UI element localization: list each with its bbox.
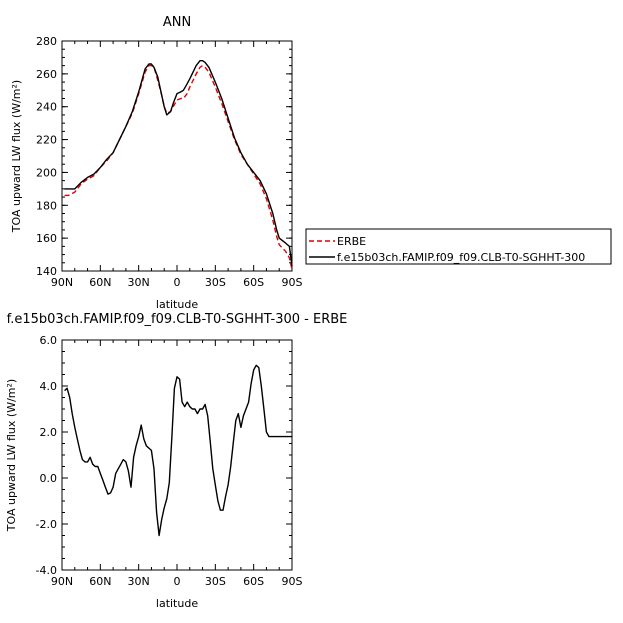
- chart-2-plot-area: 90N 60N 30N 0 30S 60S 90S -4.0 -2.0 0.0 2.0 4.0 6.0: [36, 334, 303, 588]
- chart-1-y-tick-label: 260: [36, 68, 57, 81]
- chart-2-x-tick-label: 60N: [89, 575, 111, 588]
- chart-2-series-line-1: [64, 364, 292, 537]
- chart-2-xlabel: latitude: [156, 597, 198, 610]
- chart-1-x-tick-label: 60S: [243, 276, 264, 289]
- chart-1-y-tick-label: 240: [36, 101, 57, 114]
- chart-2-y-tick-label: 0.0: [40, 472, 58, 485]
- chart-1-y-tick-label: 220: [36, 134, 57, 147]
- chart-2-y-tick-label: 2.0: [40, 426, 58, 439]
- chart-2-y-tick-label: 6.0: [40, 334, 58, 347]
- chart-1-y-tick-label: 180: [36, 199, 57, 212]
- chart-1-y-tick-label: 280: [36, 35, 57, 48]
- legend-label-erbe: ERBE: [337, 235, 366, 248]
- chart-2-title: f.e15b03ch.FAMIP.f09_f09.CLB-T0-SGHHT-30…: [7, 312, 348, 327]
- chart-2-x-tick-label: 30N: [128, 575, 150, 588]
- legend-label-model: f.e15b03ch.FAMIP.f09_f09.CLB-T0-SGHHT-30…: [337, 251, 585, 264]
- chart-1-x-tick-label: 30N: [128, 276, 150, 289]
- legend: ERBE f.e15b03ch.FAMIP.f09_f09.CLB-T0-SGH…: [305, 228, 612, 265]
- chart-1-ylabel: TOA upward LW flux (W/m²): [10, 80, 23, 233]
- chart-2-y-tick-label: -4.0: [36, 564, 57, 577]
- chart-2-ylabel: TOA upward LW flux (W/m²): [5, 379, 18, 532]
- chart-1-x-tick-label: 0: [174, 276, 181, 289]
- chart-2-y-tick-label: 4.0: [40, 380, 58, 393]
- chart-1-x-tick-label: 30S: [205, 276, 226, 289]
- chart-1-y-tick-label: 200: [36, 166, 57, 179]
- chart-1-y-tick-label: 140: [36, 265, 57, 278]
- chart-1-series-line-1: [64, 64, 293, 270]
- chart-1-frame: [61, 40, 293, 272]
- chart-1-x-tick-label: 90S: [282, 276, 303, 289]
- chart-2-x-tick-label: 0: [174, 575, 181, 588]
- chart-2-y-tick-label: -2.0: [36, 518, 57, 531]
- legend-box: [305, 228, 612, 265]
- chart-2-x-tick-label: 90N: [51, 575, 73, 588]
- chart-1-plot-area: 90N 60N 30N 0 30S 60S 90S 140 160 180 200 220 240 260…: [36, 35, 303, 289]
- chart-2-x-tick-label: 30S: [205, 575, 226, 588]
- chart-1-y-tick-label: 160: [36, 232, 57, 245]
- chart-1-x-tick-label: 60N: [89, 276, 111, 289]
- chart-1-title: ANN: [163, 15, 191, 30]
- chart-2-x-tick-label: 60S: [243, 575, 264, 588]
- chart-1-xlabel: latitude: [156, 298, 198, 311]
- chart-2-x-tick-label: 90S: [282, 575, 303, 588]
- chart-2-frame: [61, 339, 293, 571]
- chart-1-x-tick-label: 90N: [51, 276, 73, 289]
- chart-1-series-line-2: [64, 60, 293, 267]
